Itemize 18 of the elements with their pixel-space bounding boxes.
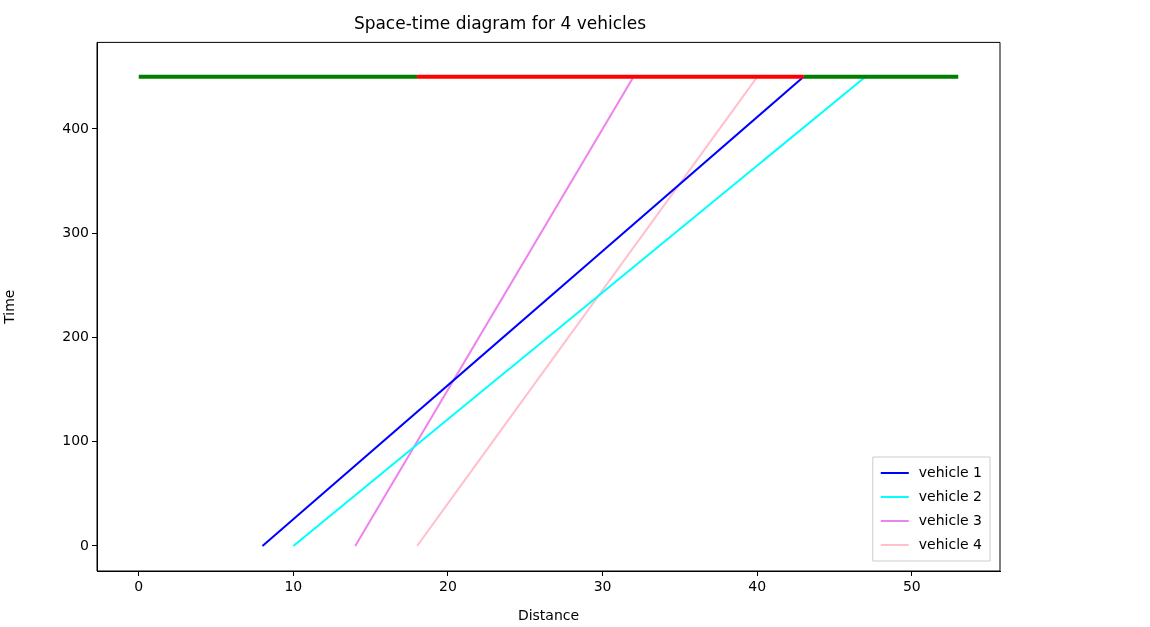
- legend-label: vehicle 1: [918, 463, 982, 480]
- legend-label: vehicle 4: [918, 535, 983, 552]
- y-tick-label: 0: [80, 536, 89, 553]
- legend-label: vehicle 2: [918, 487, 982, 504]
- x-axis-title: Distance: [517, 607, 580, 624]
- y-tick-label: 400: [62, 119, 89, 136]
- y-tick-label: 300: [62, 223, 89, 240]
- y-axis-title: Time: [1, 289, 18, 325]
- x-tick-label: 40: [748, 578, 767, 595]
- chart-title: Space-time diagram for 4 vehicles: [353, 12, 647, 33]
- y-tick-label: 100: [62, 432, 89, 449]
- x-tick-label: 20: [439, 578, 457, 595]
- legend-label: vehicle 3: [918, 511, 982, 528]
- y-tick-label: 200: [62, 328, 89, 345]
- x-tick-label: 0: [134, 578, 144, 595]
- x-tick-label: 30: [593, 578, 612, 595]
- x-tick-label: 10: [284, 578, 303, 595]
- x-tick-label: 50: [902, 578, 921, 595]
